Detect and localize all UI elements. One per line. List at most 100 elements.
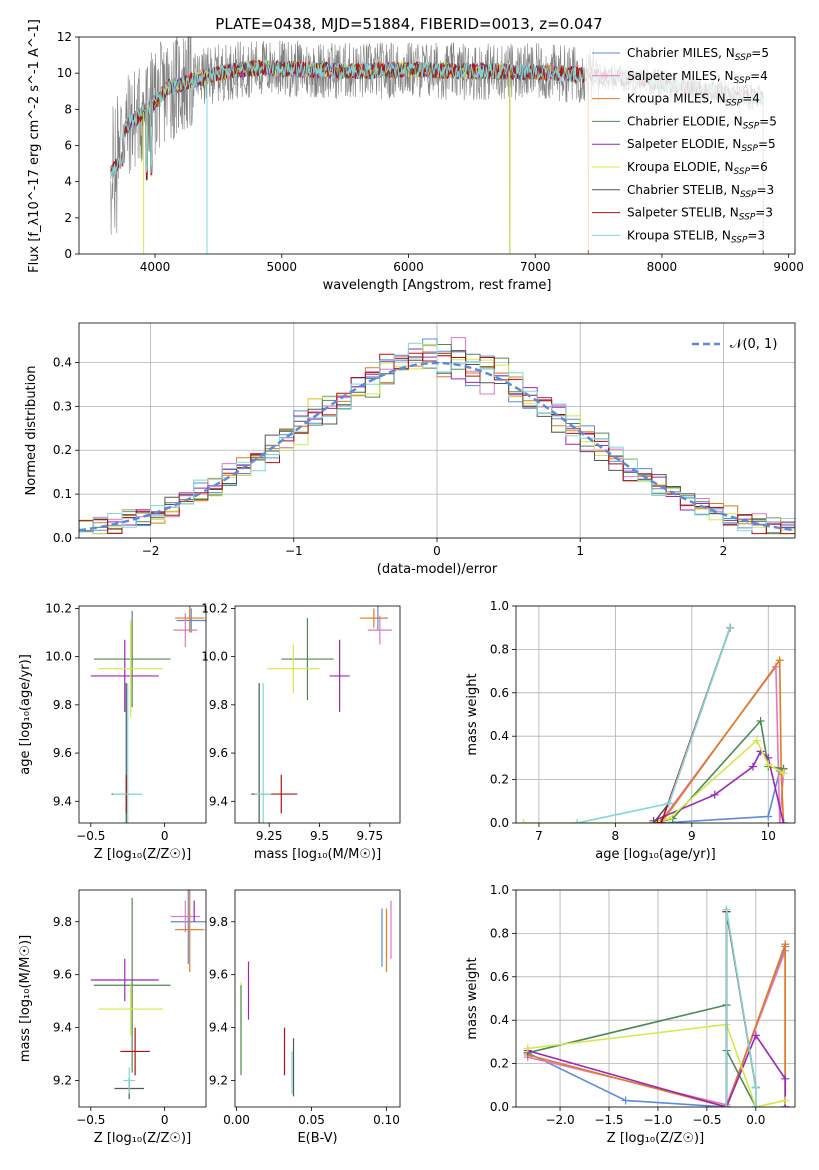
y-tick-label: 1.0 xyxy=(490,599,509,613)
y-tick-label: 0.4 xyxy=(490,1013,509,1027)
y-tick-label: 9.8 xyxy=(209,698,228,712)
y-axis-label: mass weight xyxy=(465,957,480,1039)
weight-marker xyxy=(573,819,582,823)
weight-line-kroupa-elodie xyxy=(527,1023,786,1107)
legend-entry: Chabrier MILES, NSSP=5 xyxy=(627,46,769,63)
y-axis-label: mass weight xyxy=(465,673,480,755)
weight-line-kroupa-elodie xyxy=(523,739,784,823)
y-tick-label: 0.4 xyxy=(490,729,509,743)
legend-entry: Kroupa ELODIE, NSSP=6 xyxy=(627,160,768,177)
weight-marker xyxy=(621,1096,630,1105)
legend-entry-label: Kroupa STELIB, N xyxy=(627,228,731,242)
y-tick-label: 0.0 xyxy=(490,1100,509,1114)
mass-vs-Z-plot-area xyxy=(90,890,206,1100)
legend-entry-value: =5 xyxy=(758,137,776,151)
x-tick-label: 4000 xyxy=(140,260,171,274)
y-tick-label: 9.8 xyxy=(209,915,228,929)
age-vs-mass-axes: 9.25 9.5 9.75 9.4 9.6 9.8 10.0 10.2 mass [log₁₀(… xyxy=(201,601,401,862)
x-tick-label: 0 xyxy=(433,544,441,558)
y-tick-label: 9.4 xyxy=(53,1021,72,1035)
x-tick-label: 5000 xyxy=(266,260,297,274)
weight-marker xyxy=(748,762,757,771)
axes-frame xyxy=(78,322,796,539)
weight-marker xyxy=(653,819,662,823)
weight-marker xyxy=(756,717,765,726)
legend-entry: Salpeter STELIB, NSSP=3 xyxy=(627,206,773,223)
weight-vs-Z-plot-area xyxy=(523,905,790,1107)
y-tick-label: 10 xyxy=(57,66,72,80)
x-tick-label: 8 xyxy=(612,829,620,843)
y-axis-label: age [log₁₀(age/yr)] xyxy=(18,654,33,775)
residuals-legend: 𝒩(0, 1) xyxy=(692,337,777,352)
legend-entry-value: =6 xyxy=(750,160,768,174)
legend-entry: Salpeter MILES, NSSP=4 xyxy=(627,69,768,86)
legend-entry: 𝒩(0, 1) xyxy=(730,337,777,352)
y-tick-label: 10.0 xyxy=(201,650,228,664)
weight-marker xyxy=(751,1103,760,1107)
legend-entry-label: Salpeter STELIB, N xyxy=(627,206,739,220)
x-tick-label: 7 xyxy=(535,829,543,843)
weight-marker xyxy=(779,819,788,823)
y-tick-label: 0.2 xyxy=(53,443,72,457)
spectrum-axes: 4000 5000 6000 7000 8000 9000 0 2 4 6 8 10 12 Chabrie… xyxy=(27,19,804,293)
x-axis-label: Z [log₁₀(Z/Z☉)] xyxy=(94,847,191,862)
legend-entry-value: =5 xyxy=(751,46,769,60)
legend-entry-label: Salpeter ELODIE, N xyxy=(627,137,741,151)
x-tick-label: −1 xyxy=(285,544,303,558)
legend-entry-subscript: SSP xyxy=(739,213,756,223)
age-vs-Z-axes: −0.5 0 9.4 9.6 9.8 10.0 10.2 Z [log₁₀(Z/Z☉)] age… xyxy=(18,601,207,862)
x-tick-label: 0 xyxy=(161,829,169,843)
legend-entry-subscript: SSP xyxy=(735,53,752,63)
y-tick-label: 0.1 xyxy=(53,487,72,501)
mass-vs-EBV-plot-area xyxy=(240,900,392,1097)
weight-marker xyxy=(764,760,773,769)
legend-entry-subscript: SSP xyxy=(740,190,757,200)
legend-entry-value: =4 xyxy=(742,92,760,106)
weight-marker xyxy=(752,736,761,745)
x-tick-label: 9.5 xyxy=(310,829,329,843)
legend-entry-value: =3 xyxy=(747,228,765,242)
legend-entry-value: =5 xyxy=(759,114,777,128)
y-tick-label: 0.3 xyxy=(53,399,72,413)
weight-line-kroupa-stelib xyxy=(725,909,757,1107)
legend-entry: Chabrier ELODIE, NSSP=5 xyxy=(627,114,777,131)
x-tick-label: 6000 xyxy=(393,260,424,274)
x-tick-label: 2 xyxy=(720,544,728,558)
weight-marker xyxy=(751,1083,760,1092)
legend-entry-label: Chabrier STELIB, N xyxy=(627,183,740,197)
legend-entry: Salpeter ELODIE, NSSP=5 xyxy=(627,137,776,154)
y-tick-label: 10.0 xyxy=(45,650,72,664)
residuals-axes: −2 −1 0 1 2 0.0 0.1 0.2 0.3 0.4 𝒩(0, 1) (data-model… xyxy=(24,322,796,577)
mass-vs-EBV-axes: 0.00 0.05 0.10 9.2 9.4 9.6 9.8 E(B-V) xyxy=(209,889,401,1146)
weight-marker xyxy=(649,819,658,823)
legend-entry-value: =4 xyxy=(750,69,768,83)
y-tick-label: 9.6 xyxy=(53,968,72,982)
weight-marker xyxy=(519,819,528,823)
y-tick-label: 0.4 xyxy=(53,355,72,369)
x-axis-label: E(B-V) xyxy=(297,1131,337,1146)
x-tick-label: 0.00 xyxy=(223,1113,250,1127)
x-tick-label: −2 xyxy=(142,544,160,558)
y-tick-label: 9.4 xyxy=(209,794,228,808)
axes-frame xyxy=(515,889,796,1108)
y-tick-label: 12 xyxy=(57,30,72,44)
axes-frame xyxy=(78,889,207,1108)
x-tick-label: 7000 xyxy=(520,260,551,274)
x-tick-label: 9.25 xyxy=(256,829,283,843)
axes-frame xyxy=(515,605,796,824)
weight-marker xyxy=(664,799,673,808)
legend-entry-label: Chabrier ELODIE, N xyxy=(627,114,743,128)
age-vs-mass-plot-area xyxy=(251,606,392,823)
legend-box xyxy=(585,42,790,250)
age-vs-Z-plot-area xyxy=(90,606,206,823)
x-axis-label: wavelength [Angstrom, rest frame] xyxy=(323,278,552,293)
weight-line-kroupa-stelib xyxy=(577,627,731,823)
legend-entry-subscript: SSP xyxy=(734,76,751,86)
x-tick-label: 8000 xyxy=(647,260,678,274)
weight-marker xyxy=(657,819,666,823)
x-axis-label: Z [log₁₀(Z/Z☉)] xyxy=(607,1131,704,1146)
y-tick-label: 9.4 xyxy=(53,794,72,808)
x-tick-label: 0.0 xyxy=(746,1113,765,1127)
y-tick-label: 0.8 xyxy=(490,642,509,656)
legend-entry-label: Chabrier MILES, N xyxy=(627,46,735,60)
